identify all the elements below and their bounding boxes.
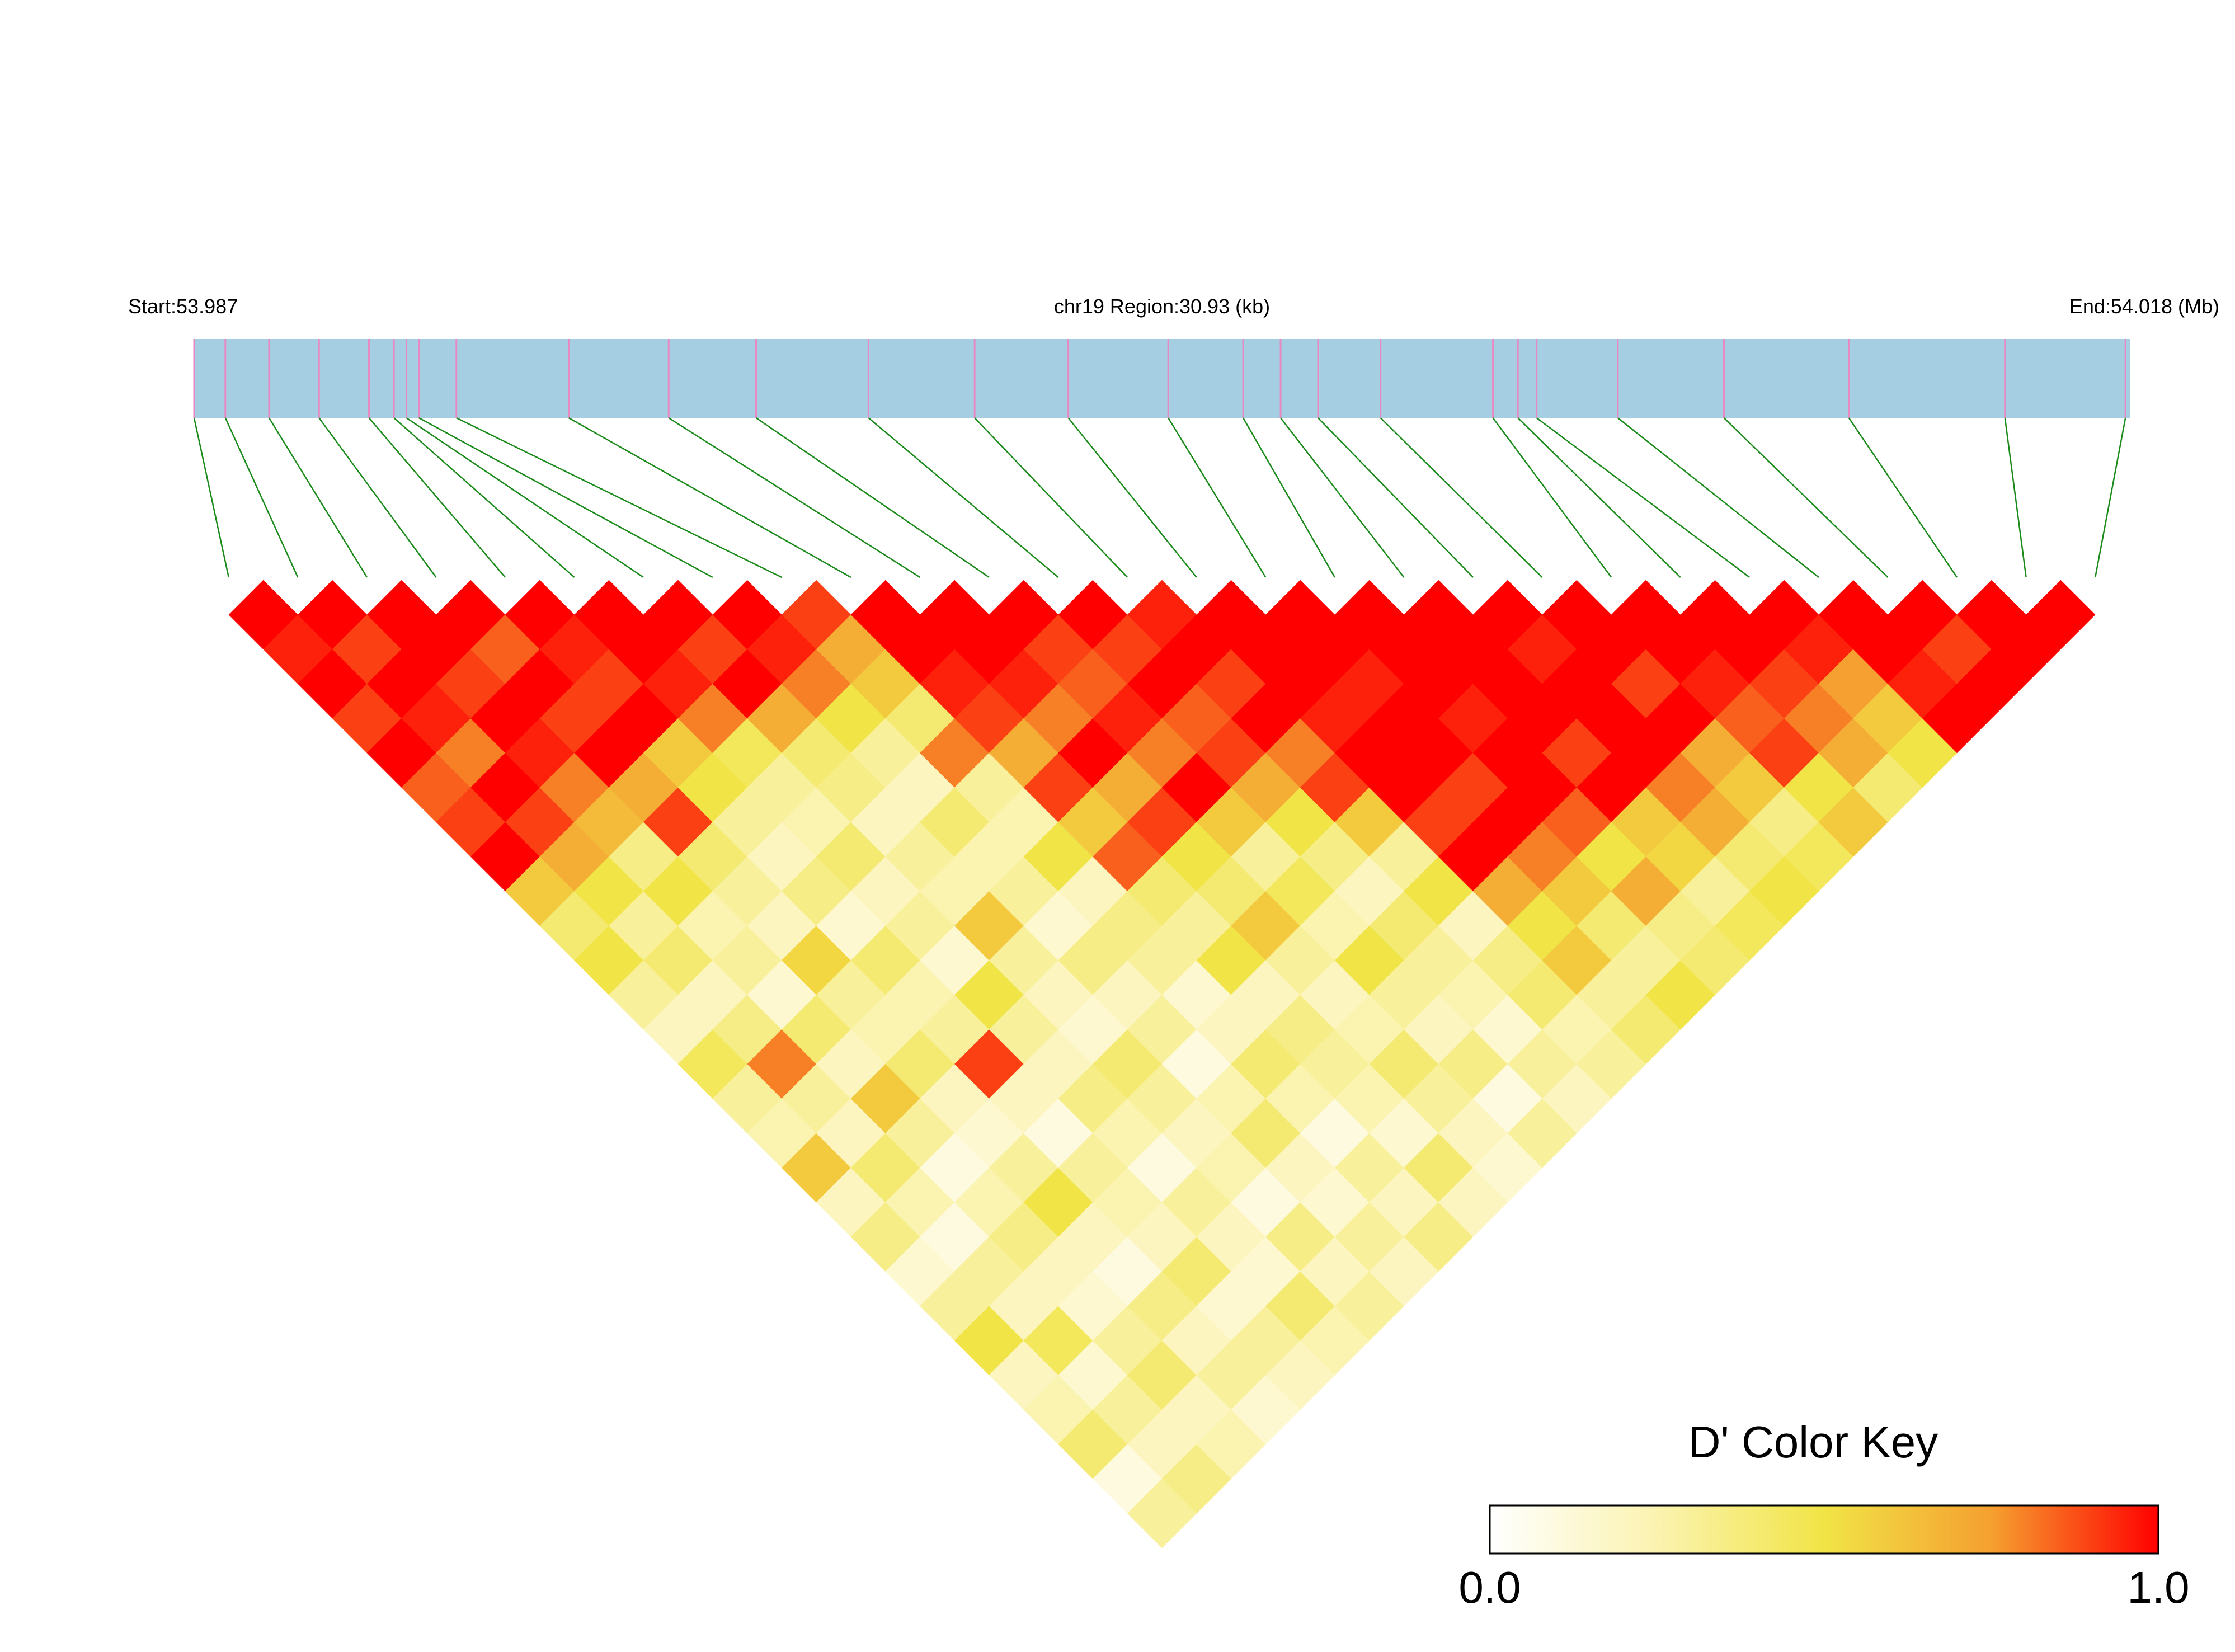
snp-link xyxy=(268,417,368,578)
snp-link xyxy=(1318,417,1474,578)
snp-link xyxy=(668,417,921,578)
end-label: End:54.018 (Mb) xyxy=(2069,295,2219,318)
snp-link xyxy=(2004,417,2027,578)
snp-link xyxy=(1617,417,1819,578)
snp-link xyxy=(1536,417,1751,578)
snp-link xyxy=(1848,417,1958,578)
snp-link xyxy=(193,417,230,578)
snp-link xyxy=(755,417,990,578)
snp-link xyxy=(568,417,851,578)
snp-link xyxy=(1280,417,1405,578)
snp-link xyxy=(368,417,506,578)
snp-link xyxy=(1380,417,1543,578)
snp-link xyxy=(1517,417,1681,578)
snp-link xyxy=(1067,417,1197,578)
snp-link xyxy=(406,417,644,578)
snp-link xyxy=(224,417,299,578)
color-key xyxy=(1489,1504,2159,1555)
color-key-tick-label: 0.0 xyxy=(1458,1562,1521,1612)
snp-link xyxy=(1492,417,1612,578)
start-label: Start:53.987 xyxy=(128,295,238,318)
snp-link xyxy=(1723,417,1889,578)
region-label: chr19 Region:30.93 (kb) xyxy=(1054,295,1270,318)
gene-bar xyxy=(194,339,2130,418)
snp-link xyxy=(2094,417,2126,578)
snp-link xyxy=(868,417,1059,578)
ld-cell xyxy=(2026,580,2096,649)
snp-link xyxy=(418,417,713,578)
snp-link xyxy=(318,417,437,578)
snp-link xyxy=(456,417,782,578)
color-key-tick-label: 1.0 xyxy=(2127,1562,2189,1612)
color-key-title: D' Color Key xyxy=(1688,1417,1938,1467)
snp-link xyxy=(1168,417,1267,578)
snp-link xyxy=(974,417,1128,578)
snp-link xyxy=(1243,417,1336,578)
snp-link xyxy=(393,417,575,578)
